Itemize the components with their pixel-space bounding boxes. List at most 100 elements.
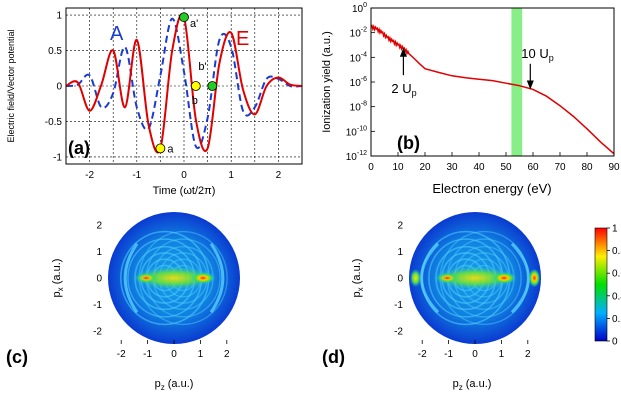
panel-c-xticks: -2 -1 0 1 2 [117,340,230,360]
x-tick-label: 0 [368,162,374,173]
yield-curve [371,24,614,155]
panel-c-yticks: -2 -1 0 1 2 [93,221,102,338]
x-tick-label: 0 [171,349,177,360]
panel-b-annotations: 2 Up 10 Up [391,46,553,98]
x-tick-label: 60 [527,162,539,173]
colorbar-tick-label: 0.2 [612,314,621,325]
central-glow [131,266,217,290]
panel-b-xlabel: Electron energy (eV) [432,181,551,196]
y-tick-label: 0 [56,82,62,93]
marker-label: b' [198,61,206,73]
series-E-label: E [236,28,249,50]
panel-a-grid [66,8,302,164]
panel-a-yticks: -1 -0.5 0 0.5 1 [45,11,63,164]
marker-point [179,12,189,23]
series-E-line [66,13,302,154]
y-tick-label: 0.5 [48,46,62,57]
outer-arc [420,242,440,314]
panel-a-ylabel: Electric field/Vector potential [6,29,16,142]
x-tick-label: 1 [499,349,505,360]
outer-arc [123,242,139,314]
outer-arc [510,242,530,314]
y-tick-label: -1 [93,300,102,311]
x-tick-label: 50 [500,162,512,173]
panel-d-label: (d) [322,347,345,367]
panel-b-xticks: 0 10 20 30 40 50 60 70 80 90 [368,152,620,173]
momentum-distribution-c [108,212,240,344]
y-tick-label: 10-6 [350,76,367,89]
x-tick-label: 80 [581,162,593,173]
panel-a-points: a a' b b' [155,12,218,155]
outer-spot [409,268,422,288]
highlight-band [511,8,523,156]
marker-label: b [192,95,198,107]
y-tick-label: -0.5 [45,117,63,128]
panel-b-label: (b) [397,133,420,153]
x-tick-label: 2 [224,349,230,360]
x-tick-label: 70 [554,162,566,173]
panel-b-ylabel: Ionization yield (a.u.) [321,31,333,133]
x-tick-label: -1 [143,349,152,360]
annotation-arrowhead [526,80,534,90]
panel-d: -2 -1 0 1 2 -2 -1 0 1 2 (d) pz (a.u.) px (a.u.) [322,212,541,392]
colorbar-ticks: 1 0.8 0.6 0.4 0.2 0 [607,224,621,348]
x-tick-label: 40 [473,162,485,173]
y-tick-label: 10-10 [346,125,367,138]
y-tick-label: -2 [93,326,102,337]
panel-d-xlabel: pz (a.u.) [453,378,492,392]
panel-a-label: (a) [68,138,90,158]
panel-b-yticks: 10-12 10-10 10-8 10-6 10-4 10-2 100 [346,2,375,163]
panel-c: -2 -1 0 1 2 -2 -1 0 1 2 (c) pz (a.u.) px (a.u.) [6,212,240,392]
outer-arc [209,242,225,314]
marker-point [207,81,218,91]
outer-spot [528,268,541,288]
colorbar-tick-label: 1 [612,224,618,235]
x-tick-label: 30 [446,162,458,173]
panel-a: -2 -1 0 1 2 -1 -0.5 0 0.5 1 a a' b b' A E (a) Time … [6,7,303,197]
y-tick-label: 2 [397,221,403,232]
series-A-label: A [110,23,124,45]
hot-lobe [492,272,516,284]
panel-d-yticks: -2 -1 0 1 2 [394,221,403,338]
annotation-label: 2 Up [391,81,416,98]
y-tick-label: 10-2 [350,27,367,40]
marker-label: a' [190,18,198,30]
panel-b: 0 10 20 30 40 50 60 70 80 90 10-1210-1010-810-610… [321,2,620,196]
y-tick-label: 1 [56,11,62,22]
y-tick-label: 0 [397,274,403,285]
panel-c-ylabel: px (a.u.) [51,259,65,298]
annotation-arrowhead [399,47,407,57]
y-tick-label: -1 [394,300,403,311]
x-tick-label: 90 [608,162,620,173]
x-tick-label: 1 [228,170,234,181]
panel-c-label: (c) [6,347,28,367]
marker-point [155,143,166,154]
y-tick-label: -1 [53,152,62,163]
panel-a-xticks: -2 -1 0 1 2 [85,170,281,181]
marker-point [190,81,201,91]
panel-a-xlabel: Time (ωt/2π) [153,185,216,197]
colorbar-tick-label: 0.8 [612,246,621,257]
y-tick-label: 1 [96,247,102,258]
x-tick-label: -2 [418,349,427,360]
x-tick-label: -2 [85,170,94,181]
x-tick-label: 2 [525,349,531,360]
y-tick-label: 10-8 [350,101,367,114]
momentum-distribution-d [409,212,541,344]
hot-lobe [191,272,215,284]
x-tick-label: -2 [117,349,126,360]
y-tick-label: 1 [397,247,403,258]
x-tick-label: 0 [181,170,187,181]
x-tick-label: 20 [419,162,431,173]
colorbar-gradient [594,227,608,342]
panel-a-frame [65,7,303,165]
x-tick-label: 10 [392,162,404,173]
x-tick-label: 2 [276,170,282,181]
annotation-label: 10 Up [521,46,553,63]
colorbar-tick-label: 0.6 [612,269,621,280]
colorbar: 1 0.8 0.6 0.4 0.2 0 [594,224,621,348]
colorbar-tick-label: 0.4 [612,291,621,302]
y-tick-label: 10-4 [350,51,367,64]
hot-lobe [135,272,158,284]
